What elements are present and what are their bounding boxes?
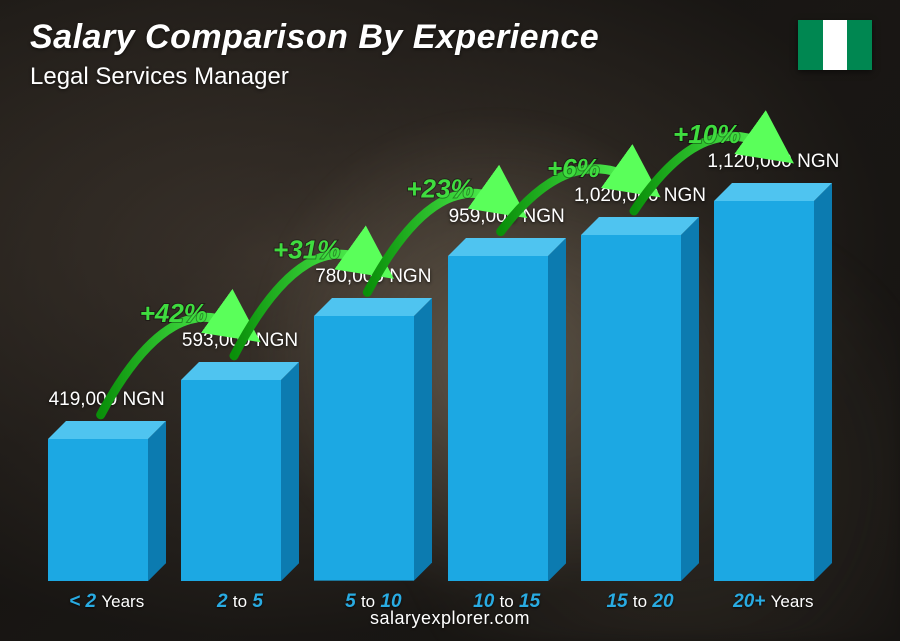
increase-pct-label: +10%	[673, 119, 740, 149]
country-flag-icon	[798, 20, 872, 70]
flag-stripe	[823, 20, 848, 70]
footer-attribution: salaryexplorer.com	[0, 608, 900, 629]
bar-chart: 419,000 NGN< 2 Years593,000 NGN2 to 5780…	[40, 101, 840, 581]
flag-stripe	[847, 20, 872, 70]
infographic-stage: Salary Comparison By Experience Legal Se…	[0, 0, 900, 641]
flag-stripe	[798, 20, 823, 70]
chart-title: Salary Comparison By Experience	[30, 18, 599, 57]
chart-subtitle: Legal Services Manager	[30, 63, 599, 91]
increase-arc: +10%	[40, 101, 840, 581]
title-block: Salary Comparison By Experience Legal Se…	[30, 18, 599, 91]
